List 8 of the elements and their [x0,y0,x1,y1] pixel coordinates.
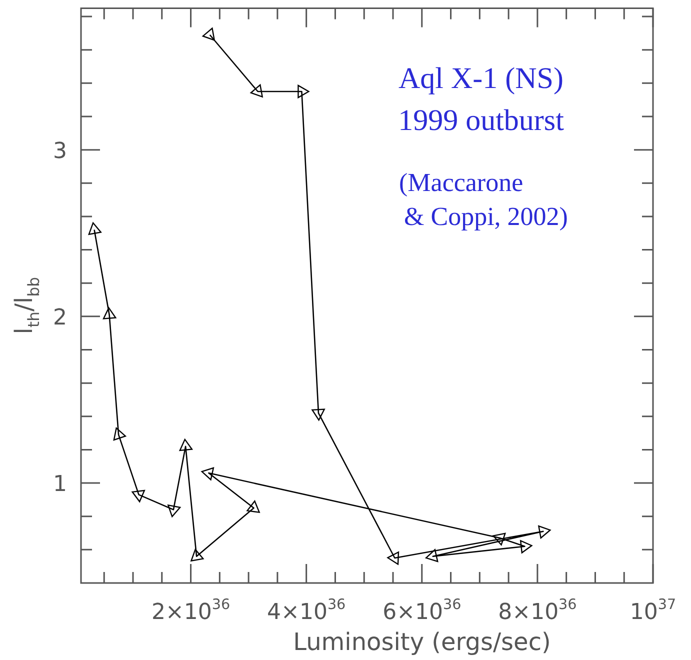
y-tick-label: 1 [53,472,68,498]
y-tick-label: 2 [53,305,68,330]
annotation: Aql X-1 (NS) [398,62,564,96]
y-tick-label: 3 [53,138,68,164]
x-axis-title: Luminosity (ergs/sec) [293,628,551,656]
annotation: 1999 outburst [398,104,565,138]
annotation: (Maccarone & Coppi, 2002) [399,168,568,232]
y-axis-title: lth/lbb [10,276,44,334]
